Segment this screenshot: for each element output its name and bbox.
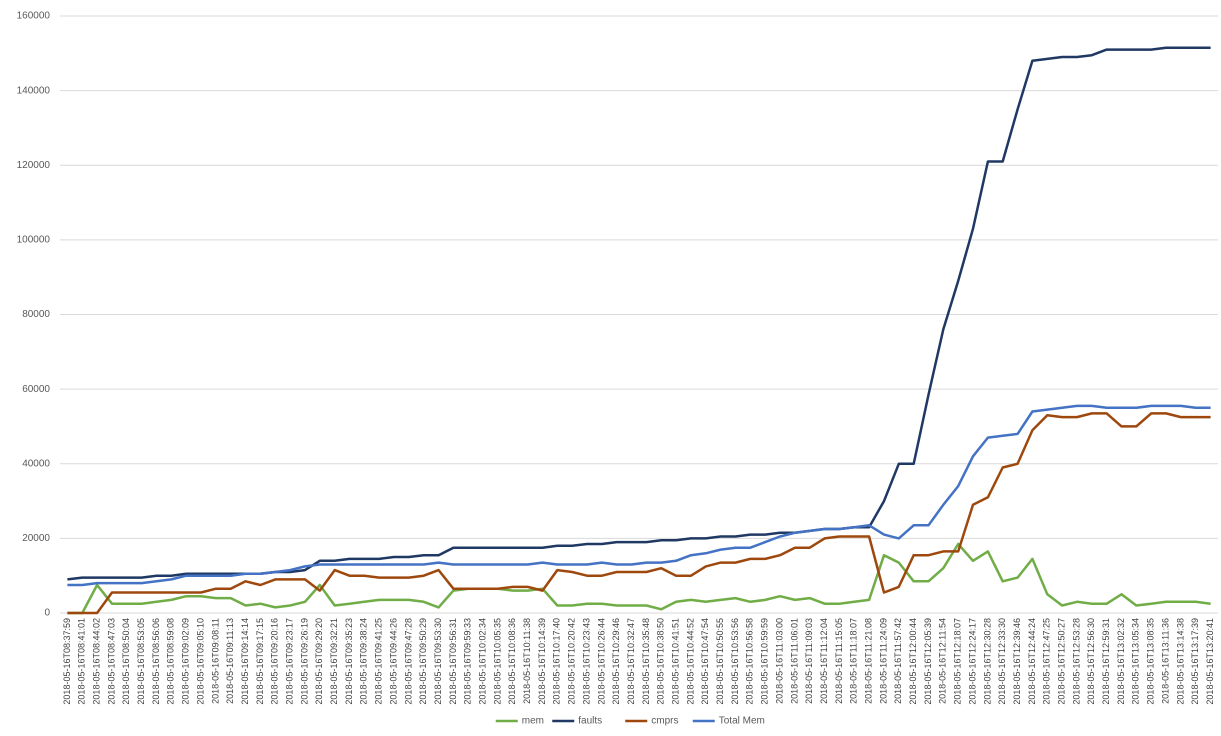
x-tick-label: 2018-05-16T09:08:11: [210, 618, 220, 704]
x-tick-label: 2018-05-16T12:59:31: [1101, 618, 1111, 705]
x-tick-label: 2018-05-16T12:33:30: [997, 618, 1007, 705]
x-tick-label: 2018-05-16T11:06:01: [789, 618, 799, 704]
x-tick-label: 2018-05-16T08:47:03: [106, 618, 116, 705]
x-tick-label: 2018-05-16T10:59:59: [760, 618, 770, 705]
x-tick-label: 2018-05-16T08:59:08: [166, 618, 176, 705]
x-tick-label: 2018-05-16T13:02:32: [1116, 618, 1126, 705]
x-tick-label: 2018-05-16T12:30:28: [982, 618, 992, 705]
x-tick-label: 2018-05-16T12:00:44: [908, 618, 918, 705]
x-tick-label: 2018-05-16T09:35:23: [344, 618, 354, 705]
x-tick-label: 2018-05-16T12:05:39: [923, 618, 933, 705]
x-tick-label: 2018-05-16T10:38:50: [656, 618, 666, 705]
x-tick-label: 2018-05-16T08:53:05: [136, 618, 146, 705]
x-tick-label: 2018-05-16T10:05:35: [492, 618, 502, 705]
x-tick-label: 2018-05-16T09:59:33: [463, 618, 473, 705]
x-tick-label: 2018-05-16T10:41:51: [670, 618, 680, 705]
x-tick-label: 2018-05-16T09:53:30: [433, 618, 443, 705]
x-tick-label: 2018-05-16T13:11:36: [1160, 618, 1170, 704]
x-tick-label: 2018-05-16T09:02:09: [181, 618, 191, 705]
x-tick-label: 2018-05-16T09:14:14: [240, 618, 250, 705]
x-tick-label: 2018-05-16T10:20:42: [567, 618, 577, 705]
x-tick-label: 2018-05-16T10:29:46: [611, 618, 621, 705]
y-tick-label: 140000: [17, 85, 51, 96]
x-tick-label: 2018-05-16T11:18:07: [849, 618, 859, 704]
x-tick-label: 2018-05-16T10:11:38: [522, 618, 532, 704]
x-tick-label: 2018-05-16T10:23:43: [581, 618, 591, 705]
x-tick-label: 2018-05-16T09:26:19: [299, 618, 309, 705]
x-tick-label: 2018-05-16T09:17:15: [255, 618, 265, 705]
x-tick-label: 2018-05-16T09:20:16: [270, 618, 280, 705]
legend-label: Total Mem: [719, 716, 765, 727]
x-tick-label: 2018-05-16T09:50:29: [418, 618, 428, 705]
y-tick-label: 100000: [17, 235, 51, 246]
y-tick-label: 40000: [22, 458, 50, 469]
x-tick-label: 2018-05-16T10:17:40: [552, 618, 562, 705]
x-tick-label: 2018-05-16T08:50:04: [121, 618, 131, 705]
x-tick-label: 2018-05-16T12:56:30: [1086, 618, 1096, 705]
series-line: [67, 412, 1211, 615]
x-tick-label: 2018-05-16T11:57:42: [893, 618, 903, 704]
x-tick-label: 2018-05-16T10:08:36: [507, 618, 517, 705]
y-tick-label: 60000: [22, 384, 50, 395]
x-tick-label: 2018-05-16T12:53:28: [1071, 618, 1081, 705]
x-tick-label: 2018-05-16T12:39:46: [1012, 618, 1022, 705]
x-tick-label: 2018-05-16T10:47:54: [700, 618, 710, 705]
x-tick-label: 2018-05-16T10:56:58: [745, 618, 755, 705]
x-tick-label: 2018-05-16T09:38:24: [359, 618, 369, 705]
x-tick-label: 2018-05-16T09:44:26: [388, 618, 398, 705]
x-tick-label: 2018-05-16T13:20:41: [1205, 618, 1215, 705]
x-tick-label: 2018-05-16T10:14:39: [537, 618, 547, 705]
x-tick-label: 2018-05-16T09:32:21: [329, 618, 339, 705]
series-line: [67, 404, 1211, 587]
x-tick-label: 2018-05-16T11:21:08: [863, 618, 873, 704]
x-tick-label: 2018-05-16T11:03:00: [774, 618, 784, 704]
x-tick-label: 2018-05-16T08:56:06: [151, 618, 161, 705]
x-tick-label: 2018-05-16T10:35:48: [641, 618, 651, 705]
legend-label: cmprs: [651, 716, 678, 727]
series-line: [67, 542, 1211, 615]
y-tick-label: 80000: [22, 309, 50, 320]
x-tick-label: 2018-05-16T10:44:52: [685, 618, 695, 705]
x-tick-label: 2018-05-16T09:47:28: [403, 618, 413, 705]
x-tick-label: 2018-05-16T12:11:54: [938, 618, 948, 704]
y-tick-label: 20000: [22, 533, 50, 544]
x-tick-label: 2018-05-16T12:44:24: [1027, 618, 1037, 705]
y-tick-label: 0: [44, 608, 50, 619]
x-tick-label: 2018-05-16T11:09:03: [804, 618, 814, 704]
legend-label: mem: [522, 716, 544, 727]
x-tick-label: 2018-05-16T10:32:47: [626, 618, 636, 705]
series-line: [67, 46, 1211, 581]
x-tick-label: 2018-05-16T11:24:09: [878, 618, 888, 704]
x-tick-label: 2018-05-16T08:41:01: [77, 618, 87, 705]
x-tick-label: 2018-05-16T09:41:25: [374, 618, 384, 705]
y-tick-label: 160000: [17, 11, 51, 22]
x-tick-label: 2018-05-16T13:14:38: [1175, 618, 1185, 705]
x-tick-label: 2018-05-16T10:26:44: [596, 618, 606, 705]
x-tick-label: 2018-05-16T10:50:55: [715, 618, 725, 705]
x-tick-label: 2018-05-16T11:12:04: [819, 618, 829, 704]
x-tick-label: 2018-05-16T12:50:27: [1056, 618, 1066, 705]
x-tick-label: 2018-05-16T12:24:17: [967, 618, 977, 705]
x-tick-label: 2018-05-16T12:47:25: [1042, 618, 1052, 705]
x-tick-label: 2018-05-16T13:05:34: [1131, 618, 1141, 705]
x-tick-label: 2018-05-16T11:15:05: [834, 618, 844, 704]
legend-label: faults: [578, 716, 602, 727]
x-tick-label: 2018-05-16T09:56:31: [448, 618, 458, 705]
x-tick-label: 2018-05-16T09:11:13: [225, 618, 235, 704]
x-tick-label: 2018-05-16T10:02:34: [477, 618, 487, 705]
x-tick-label: 2018-05-16T09:29:20: [314, 618, 324, 705]
x-tick-label: 2018-05-16T08:37:59: [62, 618, 72, 705]
x-tick-label: 2018-05-16T08:44:02: [91, 618, 101, 705]
x-tick-label: 2018-05-16T13:08:35: [1146, 618, 1156, 705]
x-tick-label: 2018-05-16T13:17:39: [1190, 618, 1200, 705]
x-tick-label: 2018-05-16T10:53:56: [730, 618, 740, 705]
x-tick-label: 2018-05-16T12:18:07: [953, 618, 963, 705]
y-tick-label: 120000: [17, 160, 51, 171]
x-tick-label: 2018-05-16T09:23:17: [284, 618, 294, 705]
x-tick-label: 2018-05-16T09:05:10: [195, 618, 205, 705]
